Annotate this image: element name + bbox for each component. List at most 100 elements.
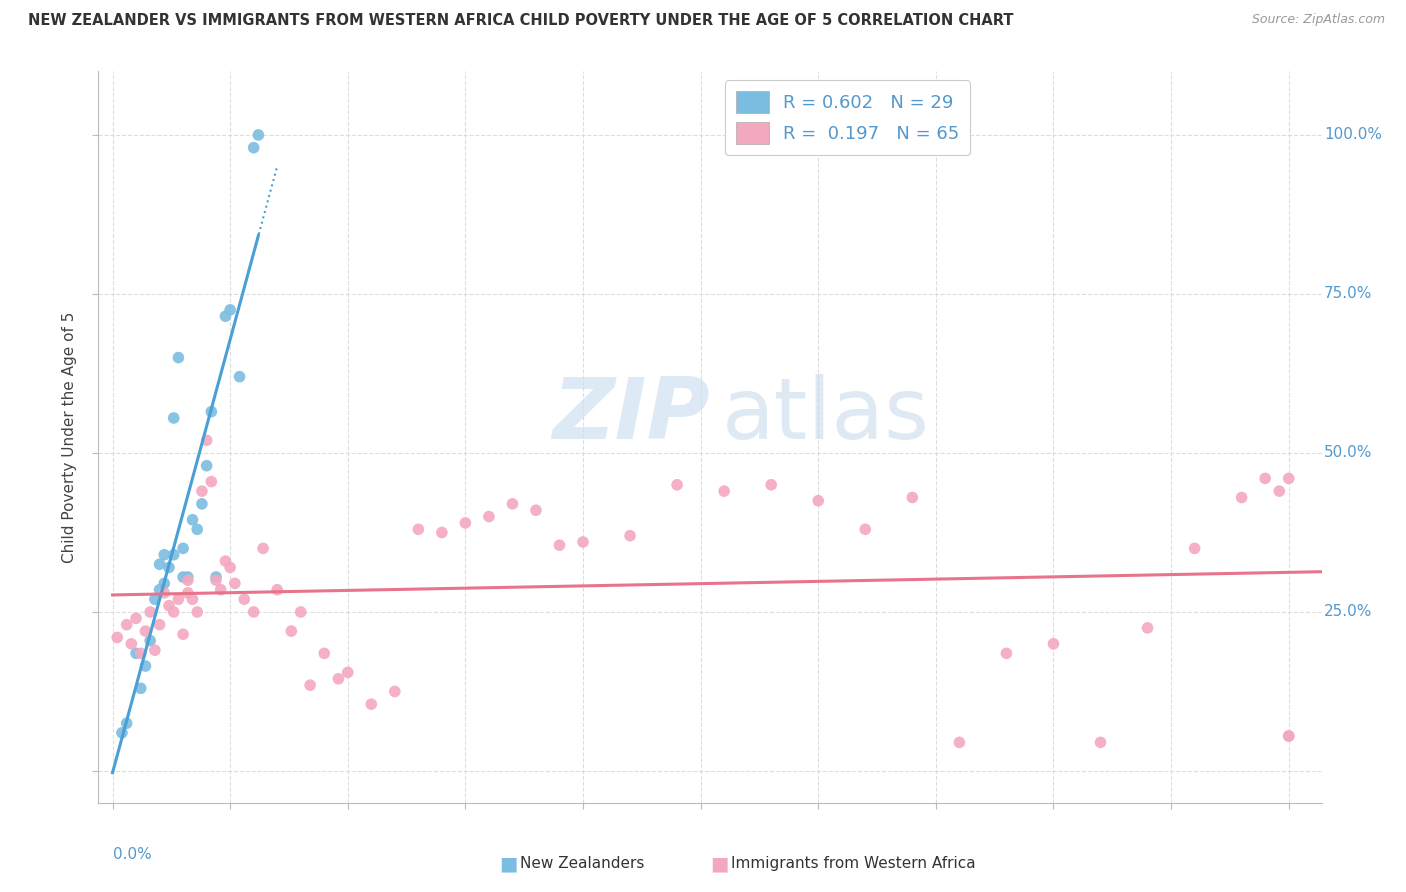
New Zealanders <box>163 548 186 562</box>
New Zealanders <box>149 582 172 597</box>
Immigrants from Western Africa <box>172 627 194 641</box>
Immigrants from Western Africa <box>120 637 142 651</box>
Immigrants from Western Africa <box>360 697 382 711</box>
New Zealanders <box>111 726 134 740</box>
New Zealanders <box>149 558 172 572</box>
New Zealanders <box>181 513 204 527</box>
Immigrants from Western Africa <box>186 605 208 619</box>
Immigrants from Western Africa <box>995 646 1018 660</box>
New Zealanders <box>157 560 180 574</box>
Immigrants from Western Africa <box>430 525 453 540</box>
Text: 0.0%: 0.0% <box>112 847 152 862</box>
Immigrants from Western Africa <box>408 522 430 536</box>
New Zealanders <box>214 310 236 324</box>
Immigrants from Western Africa <box>157 599 180 613</box>
Legend: R = 0.602   N = 29, R =  0.197   N = 65: R = 0.602 N = 29, R = 0.197 N = 65 <box>725 80 970 155</box>
Immigrants from Western Africa <box>1268 484 1291 499</box>
Immigrants from Western Africa <box>901 491 924 505</box>
Immigrants from Western Africa <box>666 477 689 491</box>
New Zealanders <box>247 128 270 142</box>
Immigrants from Western Africa <box>328 672 350 686</box>
Immigrants from Western Africa <box>759 477 782 491</box>
Text: Immigrants from Western Africa: Immigrants from Western Africa <box>731 856 976 871</box>
New Zealanders <box>167 351 190 365</box>
Text: atlas: atlas <box>723 374 931 457</box>
New Zealanders <box>177 570 200 584</box>
Immigrants from Western Africa <box>1090 735 1112 749</box>
Immigrants from Western Africa <box>153 586 176 600</box>
Text: 75.0%: 75.0% <box>1324 286 1372 301</box>
Immigrants from Western Africa <box>314 646 336 660</box>
New Zealanders <box>195 458 218 473</box>
Immigrants from Western Africa <box>125 611 148 625</box>
Immigrants from Western Africa <box>209 582 232 597</box>
Immigrants from Western Africa <box>853 522 876 536</box>
Immigrants from Western Africa <box>177 586 200 600</box>
Immigrants from Western Africa <box>1278 729 1301 743</box>
Immigrants from Western Africa <box>713 484 735 499</box>
Immigrants from Western Africa <box>336 665 359 680</box>
New Zealanders <box>125 646 148 660</box>
Immigrants from Western Africa <box>1278 471 1301 485</box>
New Zealanders <box>153 576 176 591</box>
Text: 50.0%: 50.0% <box>1324 445 1372 460</box>
Immigrants from Western Africa <box>1042 637 1064 651</box>
New Zealanders <box>205 570 228 584</box>
Immigrants from Western Africa <box>139 605 162 619</box>
Immigrants from Western Africa <box>115 617 138 632</box>
New Zealanders <box>242 141 264 155</box>
Text: ■: ■ <box>710 854 728 873</box>
Immigrants from Western Africa <box>224 576 246 591</box>
Immigrants from Western Africa <box>280 624 302 638</box>
Immigrants from Western Africa <box>134 624 156 638</box>
Immigrants from Western Africa <box>548 538 571 552</box>
Immigrants from Western Africa <box>149 617 172 632</box>
New Zealanders <box>191 497 214 511</box>
Immigrants from Western Africa <box>129 646 152 660</box>
Immigrants from Western Africa <box>219 560 242 574</box>
New Zealanders <box>153 548 176 562</box>
Immigrants from Western Africa <box>948 735 970 749</box>
Immigrants from Western Africa <box>143 643 166 657</box>
Immigrants from Western Africa <box>1184 541 1206 556</box>
Immigrants from Western Africa <box>478 509 501 524</box>
Immigrants from Western Africa <box>242 605 264 619</box>
New Zealanders <box>219 302 242 317</box>
Text: NEW ZEALANDER VS IMMIGRANTS FROM WESTERN AFRICA CHILD POVERTY UNDER THE AGE OF 5: NEW ZEALANDER VS IMMIGRANTS FROM WESTERN… <box>28 13 1014 29</box>
Text: ■: ■ <box>499 854 517 873</box>
New Zealanders <box>115 716 138 731</box>
Immigrants from Western Africa <box>214 554 236 568</box>
Immigrants from Western Africa <box>177 573 200 587</box>
Immigrants from Western Africa <box>1278 729 1301 743</box>
Immigrants from Western Africa <box>619 529 641 543</box>
Immigrants from Western Africa <box>163 605 186 619</box>
Text: ZIP: ZIP <box>553 374 710 457</box>
Immigrants from Western Africa <box>266 582 288 597</box>
Text: Source: ZipAtlas.com: Source: ZipAtlas.com <box>1251 13 1385 27</box>
Immigrants from Western Africa <box>1230 491 1253 505</box>
New Zealanders <box>134 659 156 673</box>
Immigrants from Western Africa <box>299 678 322 692</box>
New Zealanders <box>186 522 208 536</box>
New Zealanders <box>129 681 152 696</box>
Immigrants from Western Africa <box>233 592 256 607</box>
Immigrants from Western Africa <box>252 541 274 556</box>
New Zealanders <box>172 541 194 556</box>
Immigrants from Western Africa <box>200 475 222 489</box>
Immigrants from Western Africa <box>524 503 547 517</box>
Immigrants from Western Africa <box>572 535 595 549</box>
Immigrants from Western Africa <box>105 631 128 645</box>
Y-axis label: Child Poverty Under the Age of 5: Child Poverty Under the Age of 5 <box>62 311 77 563</box>
New Zealanders <box>200 404 222 418</box>
New Zealanders <box>139 633 162 648</box>
New Zealanders <box>163 411 186 425</box>
Text: New Zealanders: New Zealanders <box>520 856 644 871</box>
Immigrants from Western Africa <box>501 497 523 511</box>
Immigrants from Western Africa <box>191 484 214 499</box>
Text: 100.0%: 100.0% <box>1324 128 1382 143</box>
Immigrants from Western Africa <box>290 605 312 619</box>
Immigrants from Western Africa <box>384 684 406 698</box>
Immigrants from Western Africa <box>205 573 228 587</box>
Immigrants from Western Africa <box>195 434 218 448</box>
Immigrants from Western Africa <box>1254 471 1277 485</box>
